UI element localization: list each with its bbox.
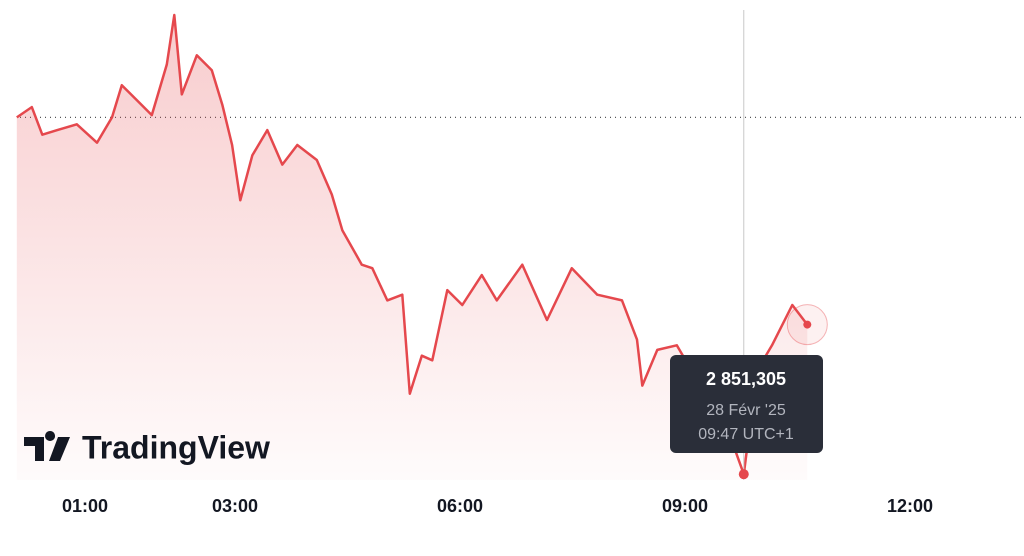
crosshair-dot bbox=[738, 469, 749, 480]
price-line bbox=[16, 13, 809, 476]
x-tick-label: 03:00 bbox=[212, 496, 258, 516]
logo: TradingView bbox=[24, 429, 270, 465]
watermark: TradingView bbox=[82, 429, 270, 465]
x-tick-label: 12:00 bbox=[887, 496, 933, 516]
x-tick-label: 06:00 bbox=[437, 496, 483, 516]
last-price-dot bbox=[803, 320, 812, 329]
tooltip-box bbox=[670, 355, 823, 453]
tooltip: 2 851,305 28 Févr '25 09:47 UTC+1 bbox=[670, 355, 823, 453]
tooltip-value: 2 851,305 bbox=[706, 369, 786, 389]
area bbox=[16, 15, 808, 480]
tooltip-date: 28 Févr '25 bbox=[706, 402, 786, 419]
plot-area: 01:00 03:00 06:00 09:00 12:00 2 851,305 28 Fév… bbox=[16, 10, 1024, 516]
x-tick-label: 01:00 bbox=[62, 496, 108, 516]
x-tick-label: 09:00 bbox=[662, 496, 708, 516]
logo-icon bbox=[24, 431, 70, 461]
tooltip-time: 09:47 UTC+1 bbox=[698, 426, 794, 443]
